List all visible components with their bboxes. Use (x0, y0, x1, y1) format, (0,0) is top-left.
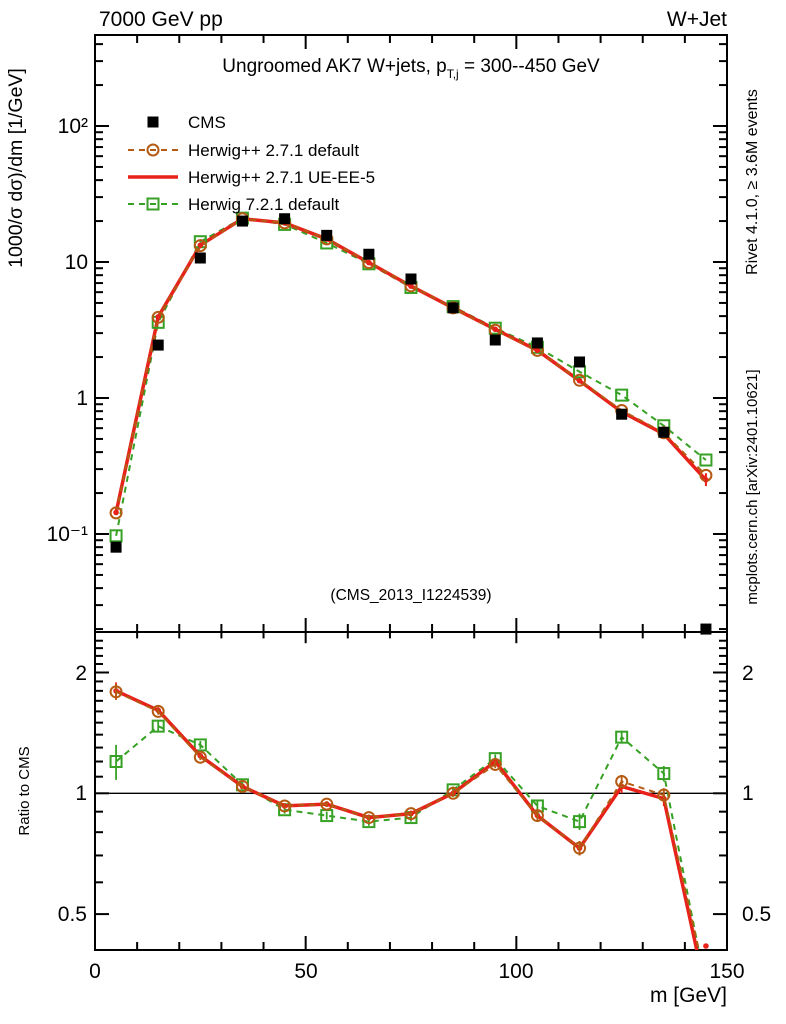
herwigpp_default-data-point (193, 239, 207, 253)
herwig7_default-ratio-point (109, 755, 123, 769)
analysis-watermark: (CMS_2013_I1224539) (330, 587, 491, 604)
herwigpp_default-ratio-point (488, 757, 502, 771)
ratio-series-group (109, 682, 709, 950)
herwigpp_default-ratio-curve (115, 690, 700, 950)
plot-title-sub: T,j (447, 67, 459, 81)
y-axis-title-ratio: Ratio to CMS (16, 746, 33, 835)
cms-data-point (363, 248, 375, 260)
cms-data-point (194, 252, 206, 264)
herwigpp_default-ratio-point (278, 799, 292, 813)
legend-label-herwigpp-ueee5: Herwig++ 2.7.1 UE-EE-5 (188, 168, 375, 187)
legend-label-cms: CMS (188, 113, 226, 132)
herwigpp_default-ratio-point (193, 750, 207, 764)
ratio-tick-2-left: 2 (75, 662, 87, 685)
herwigpp_ueee5-data-point (197, 242, 204, 248)
ytick-1e2: 10² (58, 115, 88, 138)
herwigpp_ueee5-data-point (366, 259, 372, 266)
cms-data-point (616, 408, 628, 420)
cms-data-point (152, 339, 164, 351)
ratio-tick-1-right: 1 (742, 782, 754, 805)
mcplots-arxiv-note: mcplots.cern.ch [arXiv:2401.10621] (744, 369, 761, 604)
cms-data-point (110, 541, 122, 553)
herwigpp_default-ratio-point (320, 797, 334, 811)
herwigpp_ueee5-data-point (155, 314, 161, 320)
xtick-100: 100 (498, 960, 533, 983)
herwigpp_default-ratio-point (446, 786, 460, 800)
cms-data-point (700, 623, 712, 635)
herwigpp_default-data-point (109, 506, 123, 520)
ytick-1e0: 1 (76, 387, 88, 410)
ratio-tick-2-right: 2 (742, 662, 754, 685)
herwigpp_default-data-point (151, 310, 165, 324)
herwigpp_ueee5-ratio-point (703, 943, 709, 949)
chart-layer (94, 34, 728, 951)
herwigpp_default-ratio-point (573, 841, 587, 855)
herwigpp_default-data-point (573, 373, 587, 387)
rivet-version-note: Rivet 4.1.0, ≥ 3.6M events (744, 89, 761, 275)
cms-data-point (321, 229, 333, 241)
x-axis-title: m [GeV] (650, 984, 727, 1007)
legend-label-herwigpp-default: Herwig++ 2.7.1 default (188, 141, 359, 160)
cms-data-point (279, 213, 291, 225)
legend-marker-herwig7_default (146, 197, 160, 211)
legend-label-herwig7-default: Herwig 7.2.1 default (188, 195, 339, 214)
legend-marker-herwigpp_default (146, 143, 160, 157)
herwigpp_default-ratio-point (235, 779, 249, 793)
herwig7_default-curve (115, 217, 707, 536)
cms-data-point (531, 337, 543, 349)
herwig7_default-ratio-point (657, 767, 671, 781)
cms-data-point (574, 356, 586, 368)
xtick-150: 150 (709, 960, 744, 983)
herwigpp_default-ratio-point (615, 775, 629, 789)
herwig7_default-ratio-point (193, 738, 207, 752)
herwig7_default-ratio-point (573, 815, 587, 829)
herwigpp_ueee5-ratio-curve (115, 689, 699, 950)
ratio-tick-05-left: 0.5 (58, 903, 87, 926)
herwig7_default-data-point (109, 529, 123, 543)
herwigpp_default-ratio-point (530, 809, 544, 823)
herwig7_default-ratio-point (151, 719, 165, 733)
herwigpp_ueee5-data-point (408, 283, 414, 289)
herwigpp_ueee5-data-point (576, 377, 583, 384)
cms-data-point (447, 302, 459, 314)
herwigpp_default-ratio-point (151, 704, 165, 718)
header-energy: 7000 GeV pp (99, 8, 223, 31)
herwigpp_ueee5-data-point (534, 347, 541, 354)
ratio-tick-05-right: 0.5 (742, 903, 771, 926)
plot-title-suffix: = 300--450 GeV (459, 56, 600, 77)
main-series-group (109, 211, 713, 543)
plot-title: Ungroomed AK7 W+jets, pT,j = 300--450 Ge… (222, 56, 600, 81)
ratio-tick-1-left: 1 (75, 782, 87, 805)
ytick-1e1: 10 (65, 251, 88, 274)
herwigpp_default-ratio-point (109, 685, 123, 699)
cms-data-point (405, 273, 417, 285)
herwigpp_default-ratio-point (362, 811, 376, 825)
herwigpp_ueee5-data-point (113, 509, 119, 516)
herwig7_default-data-point (615, 388, 629, 402)
ytick-1e-1: 10⁻¹ (47, 523, 88, 546)
herwig7_default-ratio-point (615, 730, 629, 744)
herwigpp_default-ratio-point (657, 788, 671, 802)
legend-marker-cms (147, 116, 159, 128)
xtick-50: 50 (294, 960, 317, 983)
ratio-panel-frame (94, 631, 728, 951)
herwigpp_default-ratio-point (404, 807, 418, 821)
herwig7_default-data-point (699, 453, 713, 467)
xtick-0: 0 (89, 960, 101, 983)
cms-data-point (236, 215, 248, 227)
y-axis-title-main: 1000/σ dσ)/dm [1/GeV] (5, 68, 27, 268)
herwig7_default-ratio-curve (115, 725, 700, 950)
cms-data-point (489, 334, 501, 346)
herwigpp_ueee5-data-point (492, 326, 499, 333)
plot-title-prefix: Ungroomed AK7 W+jets, p (222, 56, 446, 77)
cms-data-point (658, 426, 670, 438)
header-process: W+Jet (667, 8, 727, 31)
